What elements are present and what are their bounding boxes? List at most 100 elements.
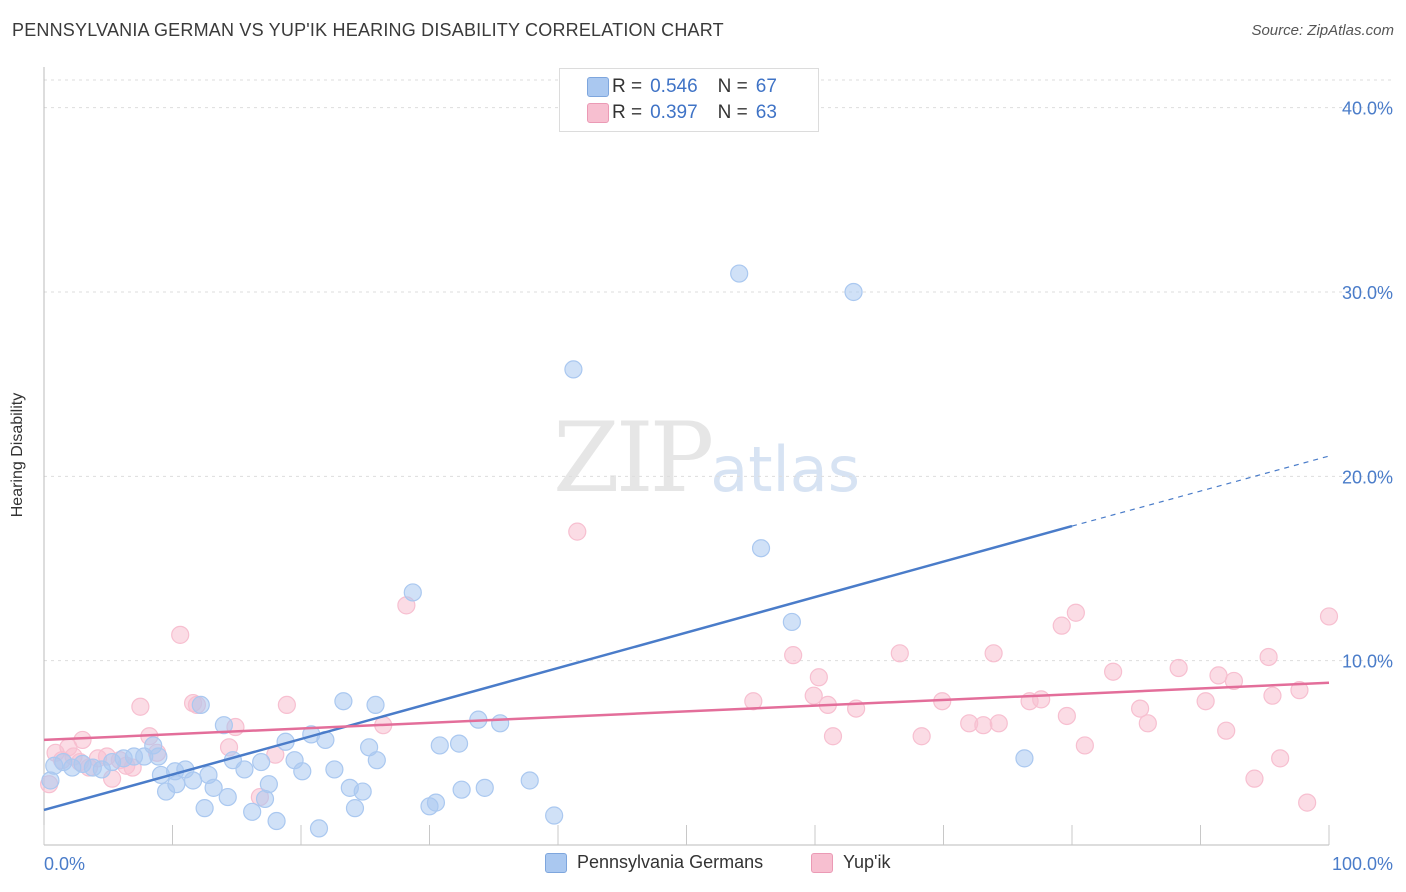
data-point-pennsylvania xyxy=(367,751,386,770)
data-point-yupik xyxy=(1169,658,1188,678)
data-point-yupik xyxy=(984,644,1003,663)
data-point-yupik xyxy=(784,646,803,665)
legend-n-label: N = xyxy=(717,76,748,97)
legend-swatch-blue xyxy=(587,77,609,97)
data-point-pennsylvania xyxy=(545,806,564,825)
y-tick-label: 40.0% xyxy=(1342,99,1393,119)
source-label: Source: ZipAtlas.com xyxy=(1251,22,1394,39)
data-point-yupik xyxy=(568,522,587,541)
y-tick-label: 30.0% xyxy=(1342,283,1393,303)
legend-r-label: R = xyxy=(612,102,643,123)
legend-r-label: R = xyxy=(612,76,643,97)
data-point-yupik xyxy=(1224,671,1244,691)
data-point-pennsylvania xyxy=(235,760,254,779)
trend-line-pennsylvania-extension xyxy=(1071,455,1330,527)
series-legend: Pennsylvania Germans Yup'ik xyxy=(0,852,1406,876)
data-point-pennsylvania xyxy=(309,819,329,838)
data-point-yupik xyxy=(823,727,843,746)
data-point-yupik xyxy=(1245,769,1264,788)
correlation-legend: R = 0.546 N = 67 R = 0.397 N = 63 xyxy=(559,68,819,132)
data-point-pennsylvania xyxy=(564,360,583,379)
trend-line-yupik xyxy=(43,681,1330,742)
data-point-yupik xyxy=(131,697,150,716)
trend-line-pennsylvania xyxy=(43,524,1073,812)
data-point-pennsylvania xyxy=(325,760,344,779)
data-point-yupik xyxy=(1032,690,1051,709)
data-point-yupik xyxy=(171,625,190,644)
data-point-yupik xyxy=(1196,692,1215,711)
data-point-yupik xyxy=(1298,793,1317,812)
x-tick-label: 100.0% xyxy=(1332,854,1393,874)
legend-n-value: 67 xyxy=(755,76,777,97)
data-point-pennsylvania xyxy=(751,539,771,558)
data-point-pennsylvania xyxy=(252,752,271,772)
data-point-pennsylvania xyxy=(475,778,494,797)
legend-row-yupik: R = 0.397 N = 63 xyxy=(587,101,777,125)
data-point-yupik xyxy=(1271,749,1290,768)
watermark: ZIPatlas xyxy=(553,402,860,514)
data-point-pennsylvania xyxy=(191,695,210,715)
data-point-yupik xyxy=(974,716,993,735)
data-point-pennsylvania xyxy=(167,775,186,794)
data-point-yupik xyxy=(1319,607,1339,626)
data-point-pennsylvania xyxy=(204,778,223,797)
legend-swatch-blue xyxy=(545,852,567,873)
legend-item-yupik[interactable]: Yup'ik xyxy=(811,852,890,873)
data-point-yupik xyxy=(1263,686,1282,705)
data-point-yupik xyxy=(1075,736,1094,755)
data-point-pennsylvania xyxy=(183,771,203,790)
data-point-pennsylvania xyxy=(334,692,353,711)
data-point-pennsylvania xyxy=(195,799,214,818)
data-point-pennsylvania xyxy=(366,695,385,715)
data-point-pennsylvania xyxy=(430,736,449,755)
data-point-yupik xyxy=(1290,681,1309,700)
data-point-pennsylvania xyxy=(293,762,312,781)
legend-swatch-pink xyxy=(811,852,833,873)
data-point-pennsylvania xyxy=(214,716,233,735)
data-point-yupik xyxy=(744,692,763,711)
legend-n-value: 63 xyxy=(755,102,777,123)
data-point-yupik xyxy=(1104,662,1123,681)
data-point-yupik xyxy=(1057,706,1076,726)
data-point-pennsylvania xyxy=(426,793,446,812)
y-tick-label: 10.0% xyxy=(1342,652,1393,672)
data-point-yupik xyxy=(1131,699,1150,718)
legend-row-pennsylvania: R = 0.546 N = 67 xyxy=(587,75,777,99)
data-point-pennsylvania xyxy=(259,775,278,794)
data-point-yupik xyxy=(809,668,828,687)
data-point-yupik xyxy=(1217,721,1236,740)
legend-item-pennsylvania-germans[interactable]: Pennsylvania Germans xyxy=(545,852,763,873)
data-point-yupik xyxy=(912,727,931,746)
data-point-pennsylvania xyxy=(353,782,372,801)
data-point-yupik xyxy=(1066,603,1085,622)
watermark-atlas: atlas xyxy=(710,433,861,506)
legend-swatch-pink xyxy=(587,103,609,123)
data-point-yupik xyxy=(1052,616,1071,635)
legend-label-yupik: Yup'ik xyxy=(843,852,891,872)
data-point-pennsylvania xyxy=(782,612,801,632)
legend-label-pennsylvania-germans: Pennsylvania Germans xyxy=(577,852,764,872)
data-point-pennsylvania xyxy=(730,264,749,283)
legend-r-value: 0.546 xyxy=(650,76,698,97)
data-point-yupik xyxy=(1138,714,1157,733)
data-point-pennsylvania xyxy=(449,734,469,753)
chart-title: PENNSYLVANIA GERMAN VS YUP'IK HEARING DI… xyxy=(12,20,724,40)
data-point-yupik xyxy=(277,695,296,715)
y-tick-label: 20.0% xyxy=(1342,467,1393,487)
data-point-yupik xyxy=(890,644,909,663)
data-point-pennsylvania xyxy=(267,811,286,831)
data-point-yupik xyxy=(1209,666,1228,685)
legend-n-label: N = xyxy=(717,102,748,123)
data-point-pennsylvania xyxy=(491,714,510,733)
data-point-pennsylvania xyxy=(149,747,168,766)
data-point-yupik xyxy=(73,730,92,750)
data-point-pennsylvania xyxy=(1015,749,1034,768)
data-point-pennsylvania xyxy=(452,780,471,799)
data-point-pennsylvania xyxy=(218,787,237,807)
data-point-pennsylvania xyxy=(844,282,863,302)
data-point-pennsylvania xyxy=(403,583,422,602)
watermark-zip: ZIP xyxy=(553,402,714,514)
legend-r-value: 0.397 xyxy=(650,102,698,123)
data-point-yupik xyxy=(989,714,1008,733)
